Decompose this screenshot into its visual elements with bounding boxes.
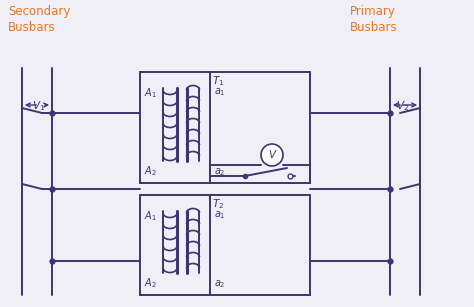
Text: $a_1$: $a_1$ xyxy=(214,86,226,98)
Circle shape xyxy=(261,144,283,166)
Text: $A_2$: $A_2$ xyxy=(144,276,157,290)
Text: V: V xyxy=(268,150,275,160)
Text: Primary
Busbars: Primary Busbars xyxy=(350,5,398,34)
Text: $A_2$: $A_2$ xyxy=(144,164,157,178)
Text: $T_1$: $T_1$ xyxy=(212,74,224,88)
Text: Secondary
Busbars: Secondary Busbars xyxy=(8,5,70,34)
Text: $T_2$: $T_2$ xyxy=(212,197,224,211)
Text: $A_1$: $A_1$ xyxy=(144,86,157,100)
Text: $V_2$: $V_2$ xyxy=(395,99,409,113)
Text: $V_1$: $V_1$ xyxy=(32,99,46,113)
Text: $a_1$: $a_1$ xyxy=(214,209,226,221)
Text: $a_2$: $a_2$ xyxy=(214,166,226,178)
Text: $A_1$: $A_1$ xyxy=(144,209,157,223)
Text: $a_2$: $a_2$ xyxy=(214,278,226,290)
